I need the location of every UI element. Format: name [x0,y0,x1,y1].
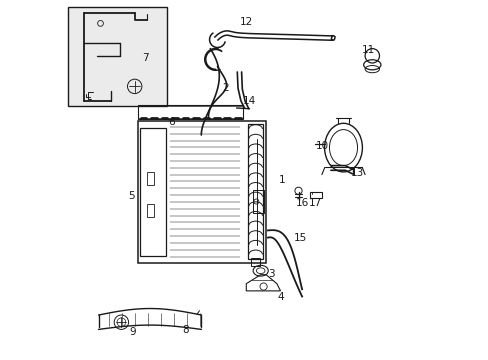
Text: 12: 12 [239,17,252,27]
Text: 15: 15 [293,233,306,243]
Bar [146,172,153,185]
Bar [68,7,167,106]
Text: 9: 9 [129,327,136,337]
Text: 1: 1 [279,175,285,185]
Bar [309,192,322,198]
Text: 6: 6 [168,117,175,127]
Bar [146,203,153,217]
Text: 4: 4 [277,292,283,302]
Text: 17: 17 [308,198,322,208]
Bar [250,258,260,266]
Bar [138,121,265,263]
Bar [247,124,263,259]
Text: 14: 14 [243,96,256,106]
Text: 7: 7 [142,53,148,63]
Text: 11: 11 [361,45,375,55]
Text: 2: 2 [222,83,228,93]
Text: 13: 13 [350,168,364,178]
Text: 16: 16 [295,198,308,208]
Text: 3: 3 [267,269,274,279]
Text: 10: 10 [315,141,328,151]
Bar [252,190,264,213]
Bar [140,128,166,256]
Bar [138,105,243,119]
Text: 8: 8 [182,325,188,336]
Text: 5: 5 [127,191,134,201]
